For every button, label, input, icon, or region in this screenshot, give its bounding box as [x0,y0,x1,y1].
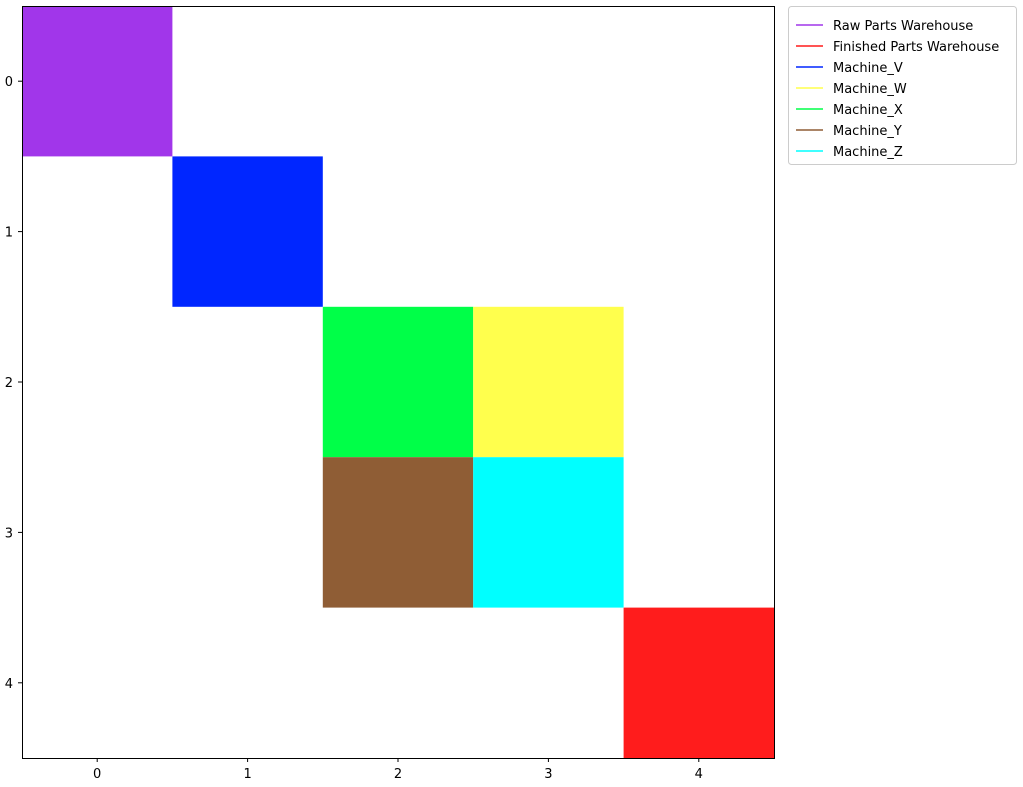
legend-label: Finished Parts Warehouse [833,40,999,55]
heatmap-cell-machine-x [322,306,474,458]
legend-box [788,6,1017,165]
legend-label: Machine_W [833,82,907,97]
y-tick-label: 1 [5,226,13,241]
x-tick-label: 2 [394,767,402,782]
legend: Raw Parts Warehouse Finished Parts Wareho… [788,6,1017,165]
legend-label: Machine_Y [833,124,902,139]
x-tick-label: 0 [93,767,101,782]
legend-label: Machine_V [833,61,903,76]
legend-label: Machine_X [833,103,903,118]
legend-label: Machine_Z [833,145,903,160]
y-tick-label: 3 [5,526,13,541]
heatmap-cell-machine-v [172,156,323,307]
heatmap-cell-finished-parts-warehouse [623,607,774,758]
legend-label: Raw Parts Warehouse [833,19,973,34]
heatmap-cell-machine-w [473,306,624,458]
heatmap-cell-machine-z [473,457,624,608]
x-tick-label: 4 [695,767,703,782]
heatmap-cell-machine-y [322,457,474,608]
y-tick-label: 2 [5,376,13,391]
x-tick-label: 1 [243,767,251,782]
y-axis: 0 1 2 3 4 [5,75,22,692]
x-tick-label: 3 [544,767,552,782]
y-tick-label: 0 [5,75,13,90]
heatmap-cell-raw-parts-warehouse [22,6,173,157]
cells-layer [22,6,774,758]
x-axis: 0 1 2 3 4 [93,758,703,782]
y-tick-label: 4 [5,677,13,692]
